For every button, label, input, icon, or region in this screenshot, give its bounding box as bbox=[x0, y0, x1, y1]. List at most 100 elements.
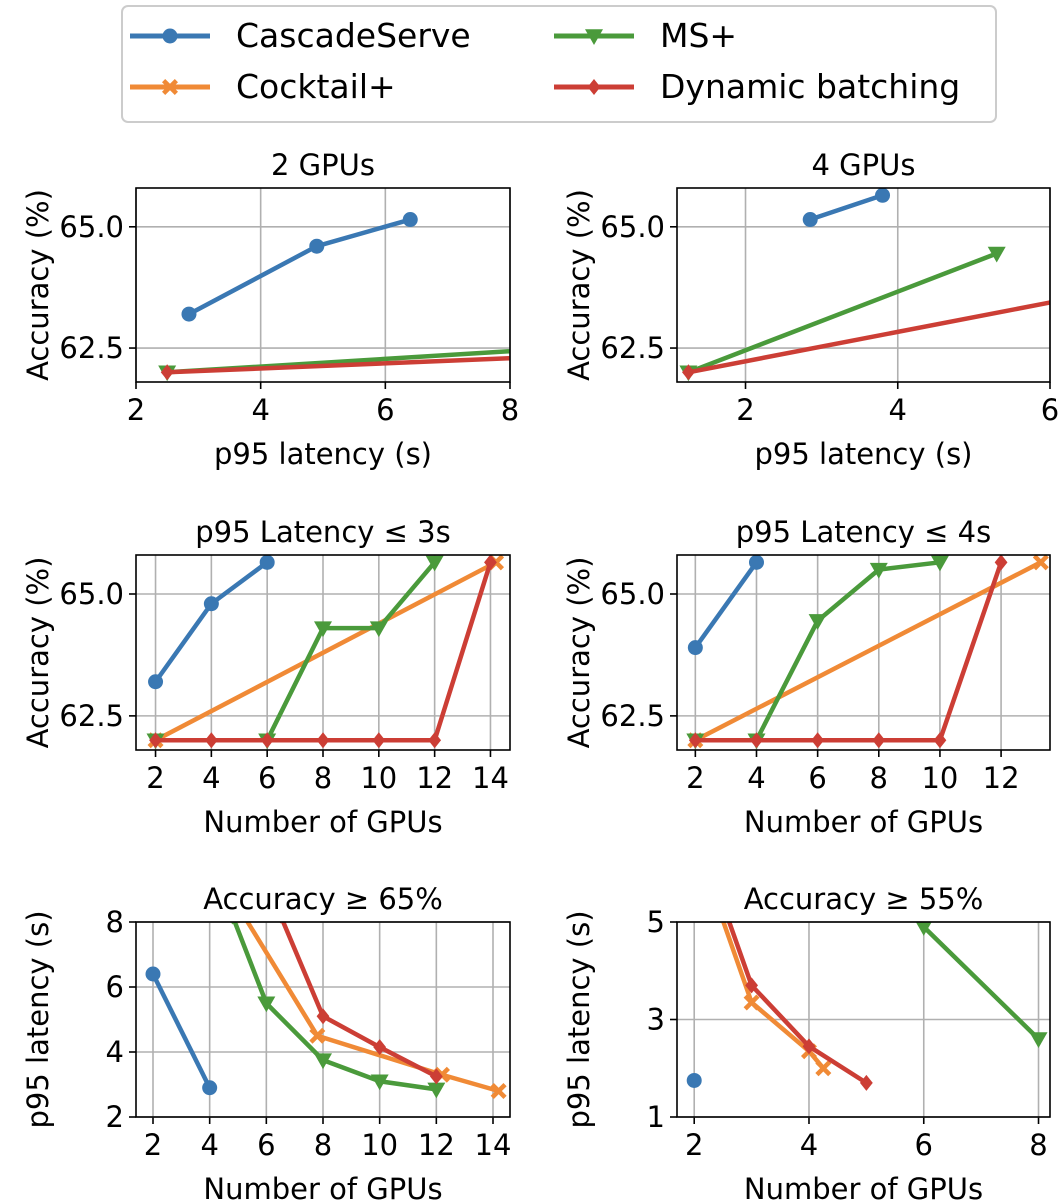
x-tick-label: 6 bbox=[257, 1128, 275, 1162]
series-line bbox=[693, 561, 759, 649]
subplot-title: p95 Latency ≤ 3s bbox=[195, 515, 450, 549]
data-point bbox=[309, 238, 325, 254]
series-group bbox=[686, 922, 1048, 1091]
series-line bbox=[687, 300, 1050, 375]
series-line bbox=[154, 560, 498, 743]
y-tick-label: 4 bbox=[106, 1035, 124, 1069]
data-point bbox=[872, 732, 886, 749]
data-point bbox=[994, 555, 1008, 571]
data-point bbox=[686, 1072, 702, 1088]
data-point bbox=[802, 212, 818, 228]
series-line bbox=[809, 193, 884, 222]
series-line bbox=[150, 972, 212, 1089]
x-tick-label: 2 bbox=[146, 761, 164, 795]
data-point bbox=[516, 350, 529, 366]
y-axis-label: p95 latency (s) bbox=[21, 910, 55, 1128]
data-point bbox=[202, 1080, 218, 1096]
legend: CascadeServe Cocktail+ MS+ Dynamic batching bbox=[121, 5, 997, 123]
x-tick-label: 4 bbox=[747, 761, 765, 795]
legend-marker bbox=[585, 29, 603, 45]
data-point bbox=[688, 732, 702, 749]
data-point bbox=[204, 732, 218, 749]
data-point bbox=[802, 1038, 816, 1055]
y-tick-label: 6 bbox=[106, 970, 124, 1004]
data-point bbox=[815, 1060, 832, 1077]
x-tick-label: 2 bbox=[686, 761, 704, 795]
subplot: 2 4 6 62.5 65.0 4 GPUs p95 latency (s) Accuracy… bbox=[562, 148, 1059, 471]
x-tick-label: 10 bbox=[360, 761, 397, 795]
data-point bbox=[915, 922, 932, 936]
y-tick-label: 62.5 bbox=[600, 699, 665, 733]
data-point bbox=[148, 674, 164, 690]
subplot-title: 2 GPUs bbox=[271, 148, 375, 182]
series-line bbox=[726, 922, 868, 1085]
data-point bbox=[373, 1039, 387, 1056]
data-point bbox=[259, 555, 275, 570]
data-point bbox=[316, 1008, 330, 1025]
series-line bbox=[187, 217, 411, 317]
subplot-title: p95 Latency ≤ 4s bbox=[736, 515, 991, 549]
y-axis-label: Accuracy (%) bbox=[562, 189, 596, 381]
series-line bbox=[694, 560, 1042, 743]
data-point bbox=[309, 1027, 326, 1044]
series-line bbox=[695, 561, 1004, 743]
x-tick-label: 10 bbox=[921, 761, 958, 795]
subplot-title: 4 GPUs bbox=[812, 148, 916, 182]
x-tick-label: 2 bbox=[144, 1128, 162, 1162]
data-point bbox=[930, 555, 949, 572]
x-tick-label: 10 bbox=[361, 1128, 398, 1162]
data-point bbox=[314, 621, 332, 638]
y-tick-label: 8 bbox=[106, 905, 124, 939]
subplot-title: Accuracy ≥ 55% bbox=[744, 882, 984, 916]
x-tick-label: 4 bbox=[889, 393, 907, 427]
series-line bbox=[245, 922, 500, 1094]
y-axis-label: p95 latency (s) bbox=[562, 910, 596, 1128]
axes-frame bbox=[676, 187, 1051, 383]
x-tick-label: 6 bbox=[808, 761, 826, 795]
data-point bbox=[484, 555, 497, 571]
x-tick-label: 4 bbox=[800, 1128, 818, 1162]
data-point bbox=[933, 732, 947, 749]
axes-frame bbox=[135, 187, 511, 383]
x-tick-label: 4 bbox=[202, 761, 220, 795]
axes-frame bbox=[676, 554, 1051, 751]
data-point bbox=[257, 996, 276, 1013]
x-tick-label: 14 bbox=[472, 761, 509, 795]
x-tick-label: 8 bbox=[870, 761, 888, 795]
subplots: 2 4 6 8 62.5 65.0 2 GPUs p95 latency (s) Accurac… bbox=[21, 148, 1059, 1204]
data-point bbox=[145, 966, 161, 982]
series-group bbox=[158, 212, 531, 382]
x-tick-label: 6 bbox=[258, 761, 276, 795]
legend-frame bbox=[121, 5, 997, 123]
x-axis-label: p95 latency (s) bbox=[214, 437, 432, 471]
data-point bbox=[160, 364, 174, 381]
data-point bbox=[402, 212, 418, 228]
x-tick-label: 12 bbox=[418, 1128, 455, 1162]
x-tick-label: 2 bbox=[736, 393, 754, 427]
axes-frame bbox=[135, 921, 511, 1118]
legend-label: MS+ bbox=[660, 16, 737, 55]
x-tick-label: 4 bbox=[251, 393, 269, 427]
data-point bbox=[859, 1074, 873, 1091]
data-point bbox=[811, 732, 825, 749]
data-point bbox=[687, 640, 703, 656]
y-tick-label: 65.0 bbox=[600, 210, 665, 244]
legend-label: CascadeServe bbox=[236, 16, 471, 55]
x-tick-label: 4 bbox=[200, 1128, 218, 1162]
axes-frame bbox=[676, 921, 1051, 1118]
data-point bbox=[1032, 555, 1049, 571]
x-tick-label: 12 bbox=[983, 761, 1020, 795]
x-tick-label: 6 bbox=[376, 393, 394, 427]
data-point bbox=[314, 1053, 332, 1070]
legend-entry: MS+ bbox=[554, 16, 737, 55]
data-point bbox=[260, 732, 274, 749]
data-point bbox=[875, 188, 891, 203]
y-axis-label: Accuracy (%) bbox=[21, 557, 55, 749]
x-tick-label: 2 bbox=[127, 393, 145, 427]
data-point bbox=[181, 306, 197, 322]
y-axis-label: Accuracy (%) bbox=[562, 557, 596, 749]
series-group bbox=[686, 555, 1049, 750]
series-group bbox=[146, 555, 505, 750]
data-point bbox=[513, 344, 531, 360]
data-point bbox=[370, 1074, 389, 1091]
